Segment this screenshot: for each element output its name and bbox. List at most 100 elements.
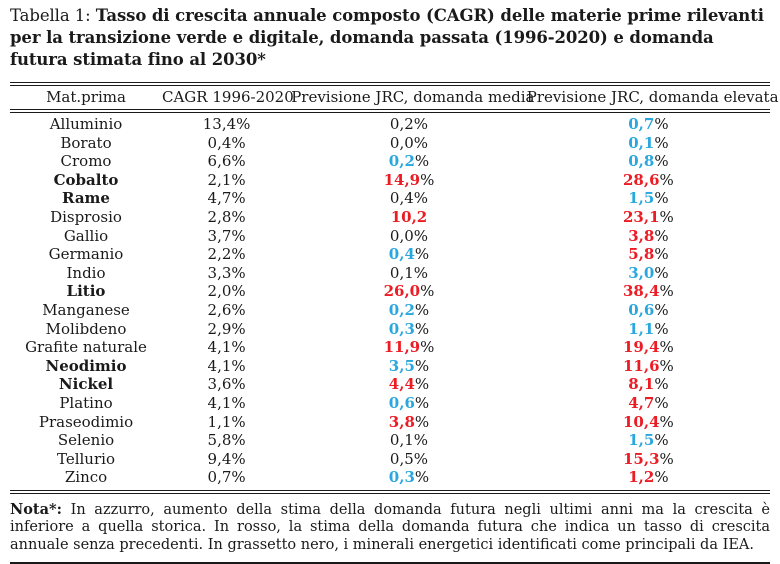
cagr-value: 4,7% — [207, 189, 246, 208]
material-name: Grafite naturale — [25, 338, 147, 357]
note-label: Nota*: — [10, 500, 62, 518]
cagr-value: 6,6% — [207, 152, 246, 171]
caption-label: Tabella 1: — [10, 6, 91, 25]
media-value-number: 26,0 — [383, 282, 421, 301]
media-value: 0,0% — [389, 226, 429, 245]
cagr-value: 5,8% — [207, 431, 246, 450]
media-value: 0,2% — [388, 152, 430, 171]
material-name: Zinco — [64, 468, 108, 487]
table-row: Platino 4,1% 0,6% 4,7% — [10, 394, 770, 413]
elevata-value: 38,4% — [622, 282, 674, 301]
header-row: Mat.prima CAGR 1996-2020 Previsione JRC,… — [10, 84, 779, 113]
cagr-value: 2,2% — [207, 245, 246, 264]
table-row: Manganese 2,6% 0,2% 0,6% — [10, 301, 770, 320]
elevata-value: 0,6% — [628, 300, 669, 319]
media-value: 0,2% — [388, 300, 430, 319]
table-row: Gallio 3,7% 0,0% 3,8% — [10, 227, 770, 246]
col-header-elevata: Previsione JRC, domanda elevata — [526, 84, 779, 113]
elevata-value: 0,1% — [628, 133, 669, 152]
media-value-number: 0,2 — [388, 152, 415, 171]
elevata-value: 10,4% — [622, 412, 674, 431]
table-row: Indio 3,3% 0,1% 3,0% — [10, 264, 770, 283]
table-row: Molibdeno 2,9% 0,3% 1,1% — [10, 320, 770, 339]
col-header-material: Mat.prima — [10, 84, 162, 113]
table-row: Praseodimio 1,1% 3,8% 10,4% — [10, 413, 770, 432]
media-value: 0,3% — [388, 319, 430, 338]
material-name: Litio — [66, 282, 106, 301]
cagr-value: 1,1% — [207, 412, 246, 431]
media-value-number: 10,2 — [390, 207, 428, 226]
table-row: Rame 4,7% 0,4% 1,5% — [10, 189, 770, 208]
material-name: Gallio — [63, 226, 109, 245]
table-note: Nota*: In azzurro, aumento della stima d… — [10, 501, 770, 555]
cagr-value: 3,7% — [207, 226, 246, 245]
elevata-value: 15,3% — [622, 449, 674, 468]
table-row: Selenio 5,8% 0,1% 1,5% — [10, 431, 770, 450]
material-name: Nickel — [58, 375, 114, 394]
elevata-value-number: 4,7 — [628, 393, 655, 412]
cagr-table: Mat.prima CAGR 1996-2020 Previsione JRC,… — [10, 82, 779, 494]
material-name: Praseodimio — [38, 412, 134, 431]
material-name: Rame — [62, 189, 110, 208]
media-value-number: 0,1 — [389, 431, 414, 450]
elevata-value: 0,7% — [628, 115, 669, 133]
media-value-number: 3,8 — [388, 412, 415, 431]
elevata-value-number: 0,8 — [628, 152, 655, 171]
elevata-value-number: 38,4 — [622, 282, 660, 301]
media-value-number: 0,2 — [389, 115, 414, 133]
table-row: Grafite naturale 4,1% 11,9% 19,4% — [10, 338, 770, 357]
table-row: Alluminio 13,4% 0,2% 0,7% — [10, 111, 770, 134]
table-row: Cobalto 2,1% 14,9% 28,6% — [10, 171, 770, 190]
media-value: 0,4% — [388, 245, 430, 264]
caption-title: Tasso di crescita annuale composto (CAGR… — [10, 6, 764, 69]
media-value: 0,1% — [389, 263, 429, 282]
elevata-value: 3,0% — [628, 263, 669, 282]
media-value: 3,8% — [388, 412, 430, 431]
elevata-value: 1,5% — [628, 431, 669, 450]
elevata-value: 0,8% — [628, 152, 669, 171]
cagr-value: 4,1% — [207, 393, 246, 412]
bottom-rule — [10, 561, 770, 564]
media-value: 14,9% — [383, 170, 435, 189]
media-value-number: 0,0 — [389, 226, 414, 245]
elevata-value-number: 0,7 — [628, 115, 655, 133]
elevata-value: 11,6% — [622, 356, 674, 375]
cagr-value: 4,1% — [207, 356, 246, 375]
material-name: Molibdeno — [45, 319, 127, 338]
elevata-value: 28,6% — [622, 170, 674, 189]
media-value: 4,4% — [388, 375, 430, 394]
material-name: Manganese — [42, 300, 130, 319]
media-value-number: 0,3 — [388, 468, 415, 487]
material-name: Selenio — [57, 431, 115, 450]
elevata-value-number: 1,5 — [628, 431, 655, 450]
media-value: 0,3% — [388, 468, 430, 487]
cagr-value: 2,9% — [207, 319, 246, 338]
material-name: Germanio — [48, 245, 124, 264]
media-value: 3,5% — [388, 356, 430, 375]
media-value: 0,5% — [389, 449, 429, 468]
media-value: 0,6% — [388, 393, 430, 412]
elevata-value-number: 0,1 — [628, 133, 655, 152]
elevata-value-number: 23,1 — [622, 207, 660, 226]
table-row: Cromo 6,6% 0,2% 0,8% — [10, 152, 770, 171]
col-header-cagr: CAGR 1996-2020 — [162, 84, 294, 113]
cagr-value: 13,4% — [202, 115, 251, 133]
elevata-value-number: 1,1 — [628, 319, 655, 338]
elevata-value-number: 1,5 — [628, 189, 655, 208]
cagr-value: 3,6% — [207, 375, 246, 394]
material-name: Indio — [66, 263, 106, 282]
cagr-value: 3,3% — [207, 263, 246, 282]
media-value: 0,0% — [389, 133, 429, 152]
media-value-number: 0,2 — [388, 300, 415, 319]
media-value: 26,0% — [383, 282, 435, 301]
cagr-value: 9,4% — [207, 449, 246, 468]
cagr-value: 0,4% — [207, 133, 246, 152]
table-body: Alluminio 13,4% 0,2% 0,7% Borato 0,4% 0,0% 0,1%… — [10, 111, 770, 492]
table-row: Zinco 0,7% 0,3% 1,2% — [10, 468, 770, 492]
material-name: Disprosio — [50, 207, 122, 226]
table-row: Germanio 2,2% 0,4% 5,8% — [10, 245, 770, 264]
media-value: 0,4% — [389, 189, 429, 208]
cagr-value: 2,0% — [207, 282, 246, 301]
material-name: Cobalto — [53, 170, 119, 189]
